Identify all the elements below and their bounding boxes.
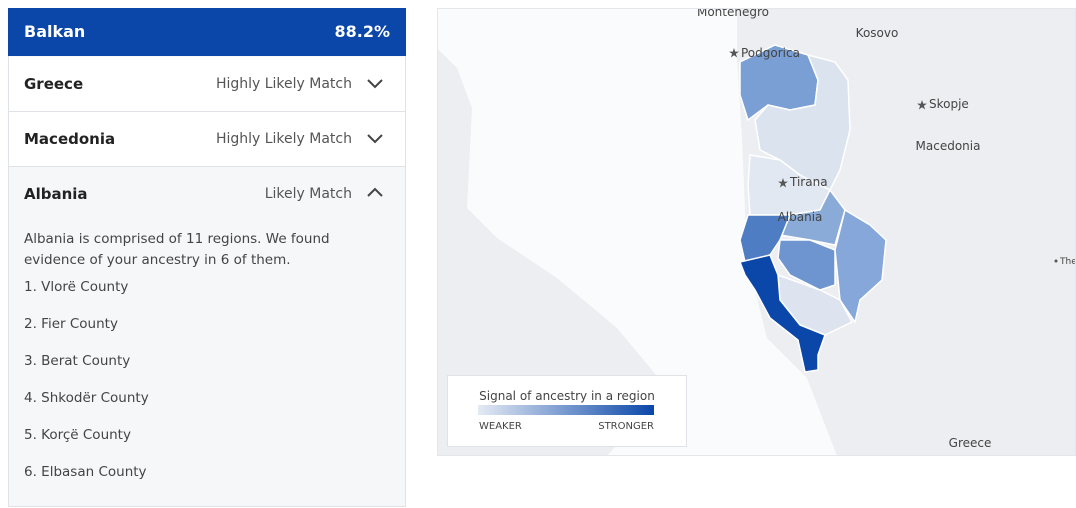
legend-high: STRONGER (598, 421, 654, 432)
region-name: Greece (24, 75, 84, 93)
legend-low: WEAKER (479, 421, 522, 432)
legend-gradient (478, 405, 654, 415)
region-name: Macedonia (24, 130, 116, 148)
legend-title: Signal of ancestry in a region (479, 389, 655, 403)
region-match: Highly Likely Match (215, 76, 352, 92)
vlore (738, 254, 826, 373)
list-item: 4. Shkodër County (24, 390, 149, 406)
list-item: 2. Fier County (24, 316, 118, 332)
map: Montenegro Kosovo Podgorica Skopje Maced… (437, 8, 1076, 456)
map-label: Podgorica (741, 46, 800, 60)
list-item: 5. Korçë County (24, 427, 131, 443)
region-row[interactable]: Albania Likely Match (9, 167, 405, 222)
map-label: Macedonia (916, 139, 981, 153)
map-label: Albania (778, 210, 823, 224)
chevron-down (367, 134, 383, 144)
header-percentage: 88.2% (334, 22, 390, 41)
ethnicity-panel: Balkan 88.2% Greece Highly Likely Match … (8, 8, 406, 507)
region-match: Likely Match (264, 186, 352, 202)
region-name: Albania (24, 185, 88, 203)
berat (777, 239, 836, 291)
chevron-down (367, 79, 383, 89)
region-row[interactable]: Macedonia Highly Likely Match (9, 112, 405, 167)
list-item: 3. Berat County (24, 353, 131, 369)
region-match: Highly Likely Match (215, 131, 352, 147)
region-header[interactable]: Balkan 88.2% (8, 8, 406, 56)
list-item: 1. Vlorë County (24, 279, 129, 295)
chevron-up (367, 187, 383, 197)
map-label: Kosovo (856, 26, 899, 40)
city-dot (1054, 259, 1058, 263)
map-label: Tirana (789, 175, 828, 189)
map-label: Skopje (929, 97, 969, 111)
legend: Signal of ancestry in a region WEAKER ST… (447, 375, 687, 447)
map-label: Montenegro (697, 8, 769, 19)
korce (834, 208, 887, 324)
sea (437, 8, 837, 456)
header-title: Balkan (24, 22, 86, 41)
map-label: Greece (949, 436, 992, 450)
region-description: Albania is comprised of 11 regions. We f… (24, 231, 330, 268)
region-row[interactable]: Greece Highly Likely Match (9, 57, 405, 112)
list-item: 6. Elbasan County (24, 464, 147, 480)
albania-regions (738, 44, 887, 373)
map-label: The (1059, 257, 1076, 267)
